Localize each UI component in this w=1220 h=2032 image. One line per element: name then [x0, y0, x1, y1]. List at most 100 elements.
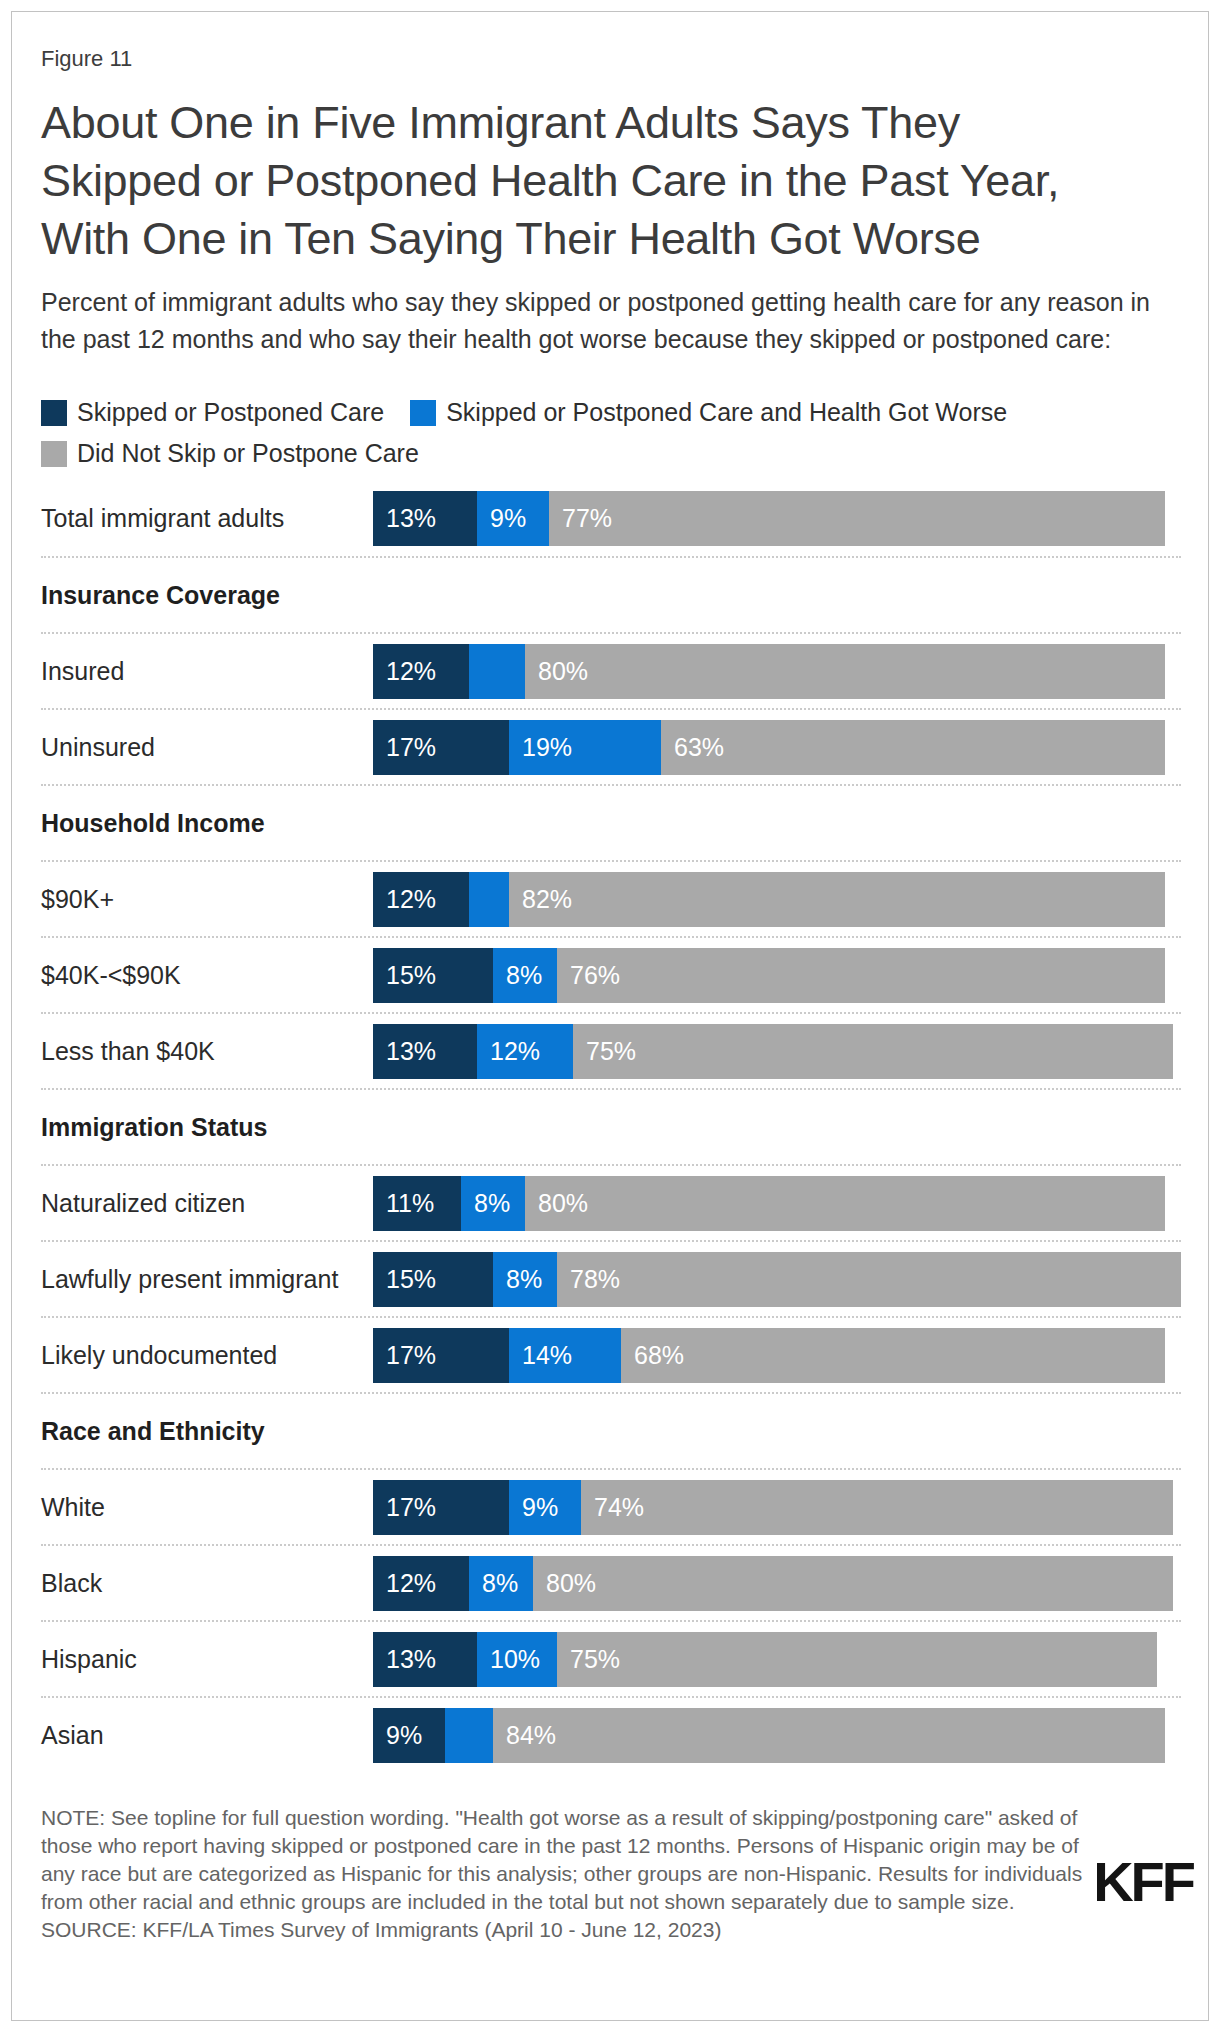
chart-bar-row: $90K+ 12% 82% [41, 860, 1181, 936]
figure-notes: NOTE: See topline for full question word… [41, 1804, 1088, 1944]
stacked-bar: 13% 10% 75% [373, 1632, 1157, 1687]
bar-segment-skipped: 15% [373, 948, 493, 1003]
bar-segment-skipped-and-worse: 14% [509, 1328, 621, 1383]
bar-segment-did-not-skip: 80% [533, 1556, 1173, 1611]
bar-value-label: 13% [373, 504, 436, 533]
bar-segment-did-not-skip: 76% [557, 948, 1165, 1003]
bar-value-label: 78% [557, 1265, 620, 1294]
figure-title-line: With One in Ten Saying Their Health Got … [41, 210, 1179, 268]
row-label: Uninsured [41, 733, 373, 762]
stacked-bar: 15% 8% 78% [373, 1252, 1181, 1307]
bar-value-label: 15% [373, 1265, 436, 1294]
bar-value-label: 8% [493, 961, 542, 990]
row-label: Black [41, 1569, 373, 1598]
bar-value-label: 12% [373, 885, 436, 914]
bar-value-label: 13% [373, 1037, 436, 1066]
stacked-bar: 12% 82% [373, 872, 1165, 927]
bar-value-label: 68% [621, 1341, 684, 1370]
bar-segment-did-not-skip: 78% [557, 1252, 1181, 1307]
bar-segment-skipped-and-worse [469, 644, 525, 699]
bar-segment-skipped: 11% [373, 1176, 461, 1231]
chart-legend: Skipped or Postponed Care Skipped or Pos… [41, 398, 1179, 468]
bar-value-label: 14% [509, 1341, 572, 1370]
bar-segment-did-not-skip: 77% [549, 491, 1165, 546]
bar-segment-skipped-and-worse: 19% [509, 720, 661, 775]
bar-value-label: 74% [581, 1493, 644, 1522]
figure-card: Figure 11 About One in Five Immigrant Ad… [11, 11, 1209, 2021]
bar-segment-skipped: 12% [373, 644, 469, 699]
row-label: Asian [41, 1721, 373, 1750]
row-label: Insured [41, 657, 373, 686]
legend-item-skipped-and-worse: Skipped or Postponed Care and Health Got… [410, 398, 1007, 427]
legend-item-did-not-skip: Did Not Skip or Postpone Care [41, 439, 419, 468]
bar-segment-did-not-skip: 68% [621, 1328, 1165, 1383]
bar-segment-skipped: 12% [373, 872, 469, 927]
bar-segment-skipped-and-worse: 8% [493, 1252, 557, 1307]
bar-value-label: 12% [373, 1569, 436, 1598]
bar-value-label: 75% [573, 1037, 636, 1066]
bar-segment-did-not-skip: 84% [493, 1708, 1165, 1763]
chart-bar-row: Likely undocumented 17% 14% 68% [41, 1316, 1181, 1392]
stacked-bar: 17%19%63% [373, 720, 1165, 775]
bar-value-label: 8% [493, 1265, 542, 1294]
legend-label: Skipped or Postponed Care and Health Got… [446, 398, 1007, 427]
row-label: Less than $40K [41, 1037, 373, 1066]
figure-footer: NOTE: See topline for full question word… [41, 1804, 1193, 1944]
stacked-bar: 13%12%75% [373, 1024, 1173, 1079]
bar-segment-skipped-and-worse: 9% [509, 1480, 581, 1535]
row-label: $90K+ [41, 885, 373, 914]
chart-bar-row: White 17% 9%74% [41, 1468, 1181, 1544]
bar-value-label: 9% [373, 1721, 422, 1750]
figure-title-line: Skipped or Postponed Health Care in the … [41, 152, 1179, 210]
row-label: Total immigrant adults [41, 504, 373, 533]
bar-segment-skipped-and-worse: 10% [477, 1632, 557, 1687]
stacked-bar: 13% 9% 77% [373, 491, 1165, 546]
bar-value-label: 9% [477, 504, 526, 533]
row-label: $40K-<$90K [41, 961, 373, 990]
stacked-bar: 12%8%80% [373, 1556, 1173, 1611]
chart-rows: Total immigrant adults 13% 9% 77% Insuranc… [41, 480, 1181, 1772]
bar-segment-skipped-and-worse [445, 1708, 493, 1763]
bar-segment-did-not-skip: 80% [525, 644, 1165, 699]
stacked-bar: 17% 9%74% [373, 1480, 1173, 1535]
section-header: Immigration Status [41, 1113, 267, 1142]
bar-segment-skipped: 17% [373, 720, 509, 775]
chart-bar-row: Uninsured 17%19%63% [41, 708, 1181, 784]
bar-value-label: 11% [373, 1189, 434, 1218]
figure-title-line: About One in Five Immigrant Adults Says … [41, 94, 1179, 152]
figure-subtitle: Percent of immigrant adults who say they… [41, 284, 1179, 358]
stacked-bar: 11% 8% 80% [373, 1176, 1165, 1231]
bar-value-label: 80% [533, 1569, 596, 1598]
bar-value-label: 19% [509, 733, 572, 762]
bar-segment-skipped: 17% [373, 1328, 509, 1383]
bar-value-label: 17% [373, 733, 436, 762]
bar-value-label: 8% [461, 1189, 510, 1218]
bar-segment-did-not-skip: 82% [509, 872, 1165, 927]
bar-segment-skipped: 9% [373, 1708, 445, 1763]
row-label: Naturalized citizen [41, 1189, 373, 1218]
bar-segment-skipped: 12% [373, 1556, 469, 1611]
legend-label: Skipped or Postponed Care [77, 398, 384, 427]
bar-value-label: 10% [477, 1645, 540, 1674]
bar-value-label: 13% [373, 1645, 436, 1674]
bar-value-label: 80% [525, 1189, 588, 1218]
bar-value-label: 15% [373, 961, 436, 990]
legend-label: Did Not Skip or Postpone Care [77, 439, 419, 468]
bar-value-label: 12% [373, 657, 436, 686]
chart-section-row: Race and Ethnicity [41, 1392, 1181, 1468]
chart-bar-row: Total immigrant adults 13% 9% 77% [41, 480, 1181, 556]
row-label: Likely undocumented [41, 1341, 373, 1370]
bar-segment-skipped-and-worse: 9% [477, 491, 549, 546]
bar-segment-did-not-skip: 75% [573, 1024, 1173, 1079]
section-header: Insurance Coverage [41, 581, 280, 610]
legend-swatch-blue [410, 400, 436, 426]
bar-value-label: 75% [557, 1645, 620, 1674]
row-label: White [41, 1493, 373, 1522]
bar-value-label: 17% [373, 1493, 436, 1522]
bar-value-label: 17% [373, 1341, 436, 1370]
section-header: Household Income [41, 809, 265, 838]
section-header: Race and Ethnicity [41, 1417, 265, 1446]
bar-segment-did-not-skip: 74% [581, 1480, 1173, 1535]
chart-section-row: Insurance Coverage [41, 556, 1181, 632]
note-text: NOTE: See topline for full question word… [41, 1804, 1088, 1916]
